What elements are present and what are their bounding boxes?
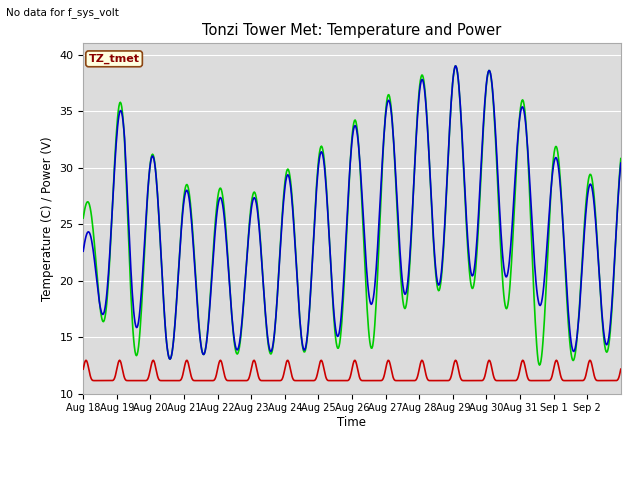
- Legend: Panel T, Battery V, Air T: Panel T, Battery V, Air T: [208, 477, 496, 480]
- Text: TZ_tmet: TZ_tmet: [88, 54, 140, 64]
- Title: Tonzi Tower Met: Temperature and Power: Tonzi Tower Met: Temperature and Power: [202, 23, 502, 38]
- X-axis label: Time: Time: [337, 416, 367, 429]
- Y-axis label: Temperature (C) / Power (V): Temperature (C) / Power (V): [41, 136, 54, 300]
- Text: No data for f_sys_volt: No data for f_sys_volt: [6, 7, 119, 18]
